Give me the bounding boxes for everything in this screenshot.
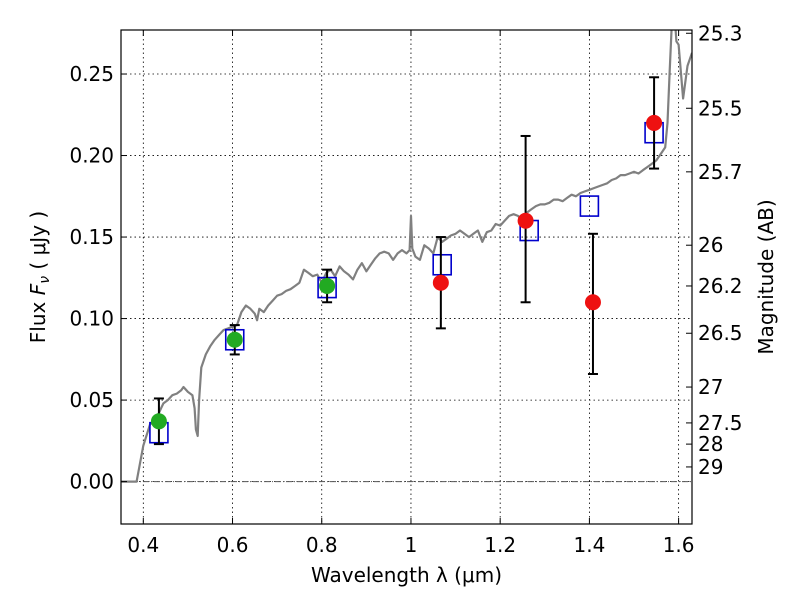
error-bars	[153, 76, 660, 446]
x-tick-label: 0.6	[217, 533, 249, 557]
plot-frame	[120, 29, 693, 525]
nir-point	[517, 212, 534, 229]
grid	[121, 30, 692, 524]
optical-point	[150, 413, 167, 430]
y2-tick-label: 27	[698, 375, 723, 399]
x-tick-label: 1.2	[484, 533, 516, 557]
y2-tick-label: 28	[698, 432, 723, 456]
y-axis-title-symbol: F	[26, 283, 50, 295]
x-tick-label: 1	[405, 533, 418, 557]
y2-tick-label: 27.5	[698, 411, 743, 435]
y-axis-title-suffix: ( μJy )	[26, 211, 50, 276]
optical-point	[226, 331, 243, 348]
model-spectrum	[121, 30, 692, 483]
x-tick-label: 1.6	[663, 533, 695, 557]
y-tick-label: 0.20	[69, 144, 114, 168]
model-square	[579, 195, 600, 217]
x-axis-title: Wavelength λ (μm)	[311, 563, 502, 587]
tick-labels: 0.4 0.6 0.8 1 1.2 1.4 1.6 0.00 0.05 0.10 0.15 0.20 0…	[69, 21, 742, 557]
y2-tick-label: 25.3	[698, 21, 743, 45]
axis-ticks	[121, 30, 692, 524]
x-tick-label: 0.4	[127, 533, 159, 557]
observed-points	[150, 114, 663, 430]
y2-tick-label: 26.2	[698, 274, 743, 298]
nir-point	[646, 114, 663, 131]
y-tick-label: 0.25	[69, 62, 114, 86]
y2-axis-title: Magnitude (AB)	[754, 199, 778, 354]
y-tick-label: 0.15	[69, 225, 114, 249]
y2-tick-label: 26.5	[698, 321, 743, 345]
y2-tick-label: 25.7	[698, 160, 743, 184]
optical-point	[319, 277, 336, 294]
y-axis-title: Flux Fν ( μJy )	[26, 211, 53, 343]
nir-point	[584, 294, 601, 311]
x-tick-label: 1.4	[573, 533, 605, 557]
x-tick-label: 0.8	[306, 533, 338, 557]
y-tick-label: 0.00	[69, 470, 114, 494]
y-axis-title-subscript: ν	[37, 276, 53, 284]
model-square	[432, 253, 452, 276]
y2-tick-label: 25.5	[698, 96, 743, 120]
y-axis-title-prefix: Flux	[26, 295, 50, 343]
y2-tick-label: 29	[698, 455, 723, 479]
y2-tick-label: 26	[698, 233, 723, 257]
model-photometry-squares	[149, 121, 664, 444]
y-tick-label: 0.10	[69, 307, 114, 331]
spectrum-line	[121, 30, 692, 483]
nir-point	[432, 274, 449, 291]
y-tick-label: 0.05	[69, 388, 114, 412]
